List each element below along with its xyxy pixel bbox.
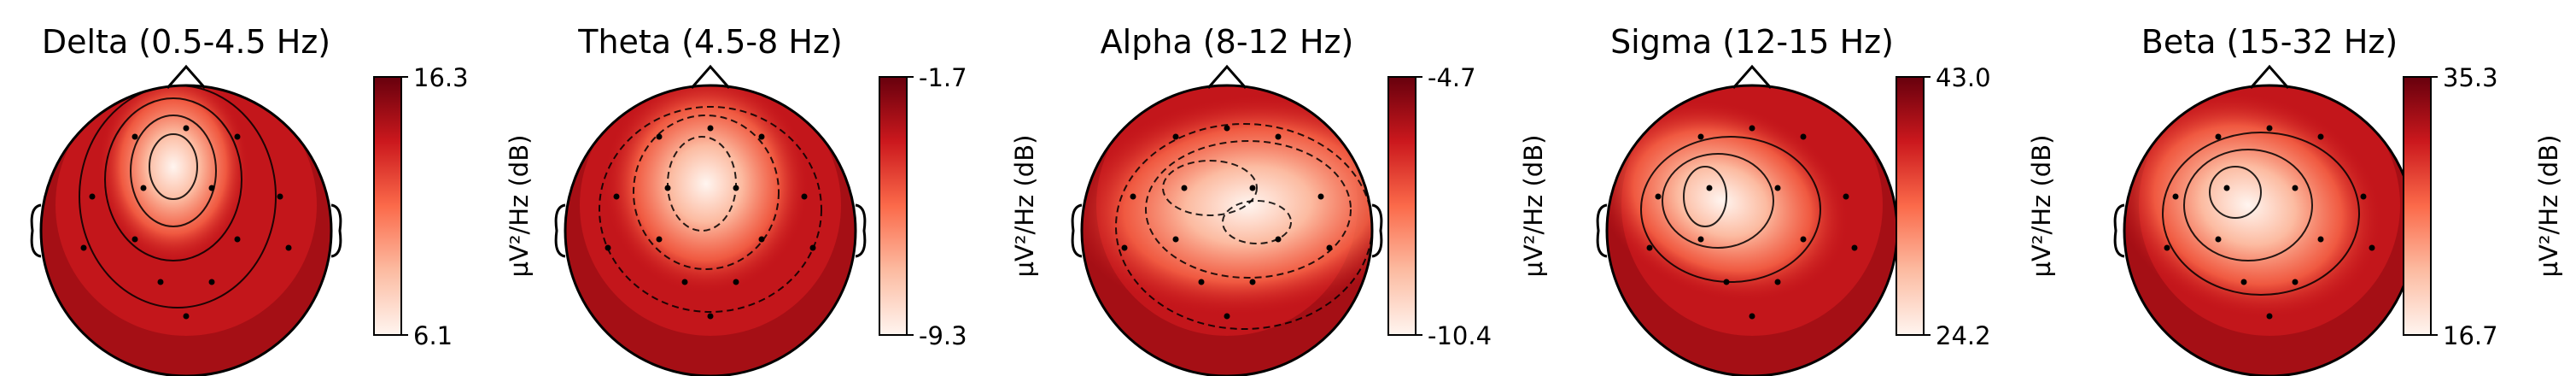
scalp-heatmap [1082, 85, 1372, 376]
panel-title: Delta (0.5-4.5 Hz) [42, 23, 330, 61]
nose-marker [1206, 64, 1247, 89]
colorbar-max-label: 43.0 [1936, 63, 1991, 92]
topomap-panel-5: Beta (15-32 Hz) 35.3 16.7 µV²/Hz (dB) [2113, 23, 2563, 376]
nose-marker [1732, 64, 1773, 89]
topomap-panel-4: Sigma (12-15 Hz) 43.0 24.2 µV²/Hz (dB) [1596, 23, 2056, 376]
colorbar-min-label: 16.7 [2443, 321, 2498, 350]
topomap-panel-3: Alpha (8-12 Hz) -4.7 -10.4 µV²/Hz (dB) [1071, 23, 1548, 376]
colorbar-axis-label: µV²/Hz (dB) [2534, 135, 2563, 278]
topomap-panel-2: Theta (4.5-8 Hz) -1.7 -9.3 µV²/Hz (dB) [554, 23, 1039, 376]
left-ear [1596, 203, 1608, 258]
colorbar-axis-label: µV²/Hz (dB) [505, 135, 534, 278]
left-ear [1071, 203, 1083, 258]
colorbar-min-label: 6.1 [413, 321, 453, 350]
colorbar-max-label: 35.3 [2443, 63, 2498, 92]
head-outline [564, 84, 857, 376]
left-ear [2113, 203, 2125, 258]
panel-title: Theta (4.5-8 Hz) [577, 23, 843, 61]
left-ear [554, 203, 566, 258]
colorbar-min-label: 24.2 [1936, 321, 1991, 350]
head-outline [1080, 84, 1374, 376]
colorbar-min-label: -10.4 [1428, 321, 1492, 350]
nose-marker [690, 64, 731, 89]
colorbar-max-label: -1.7 [919, 63, 967, 92]
colorbar-axis-label: µV²/Hz (dB) [2027, 135, 2056, 278]
colorbar-axis-label: µV²/Hz (dB) [1519, 135, 1548, 278]
nose-marker [2249, 64, 2290, 89]
scalp-heatmap [1607, 85, 1897, 376]
colorbar [373, 76, 402, 336]
colorbar-axis-label: µV²/Hz (dB) [1010, 135, 1039, 278]
colorbar [1387, 76, 1417, 336]
colorbar-min-label: -9.3 [919, 321, 967, 350]
panel-title: Beta (15-32 Hz) [2141, 23, 2398, 61]
colorbar [2403, 76, 2432, 336]
scalp-heatmap [565, 85, 856, 376]
colorbar [879, 76, 908, 336]
scalp-heatmap [2124, 85, 2415, 376]
head-outline [39, 84, 333, 376]
nose-marker [166, 64, 207, 89]
scalp-heatmap [41, 85, 331, 376]
right-ear [855, 203, 867, 258]
panel-title: Sigma (12-15 Hz) [1610, 23, 1894, 61]
panel-title: Alpha (8-12 Hz) [1101, 23, 1354, 61]
colorbar-max-label: -4.7 [1428, 63, 1476, 92]
topomap-panel-1: Delta (0.5-4.5 Hz) 16.3 6.1 µV²/Hz (dB) [30, 23, 534, 376]
right-ear [1371, 203, 1383, 258]
left-ear [30, 203, 42, 258]
colorbar-max-label: 16.3 [413, 63, 469, 92]
colorbar [1895, 76, 1925, 336]
right-ear [330, 203, 342, 258]
